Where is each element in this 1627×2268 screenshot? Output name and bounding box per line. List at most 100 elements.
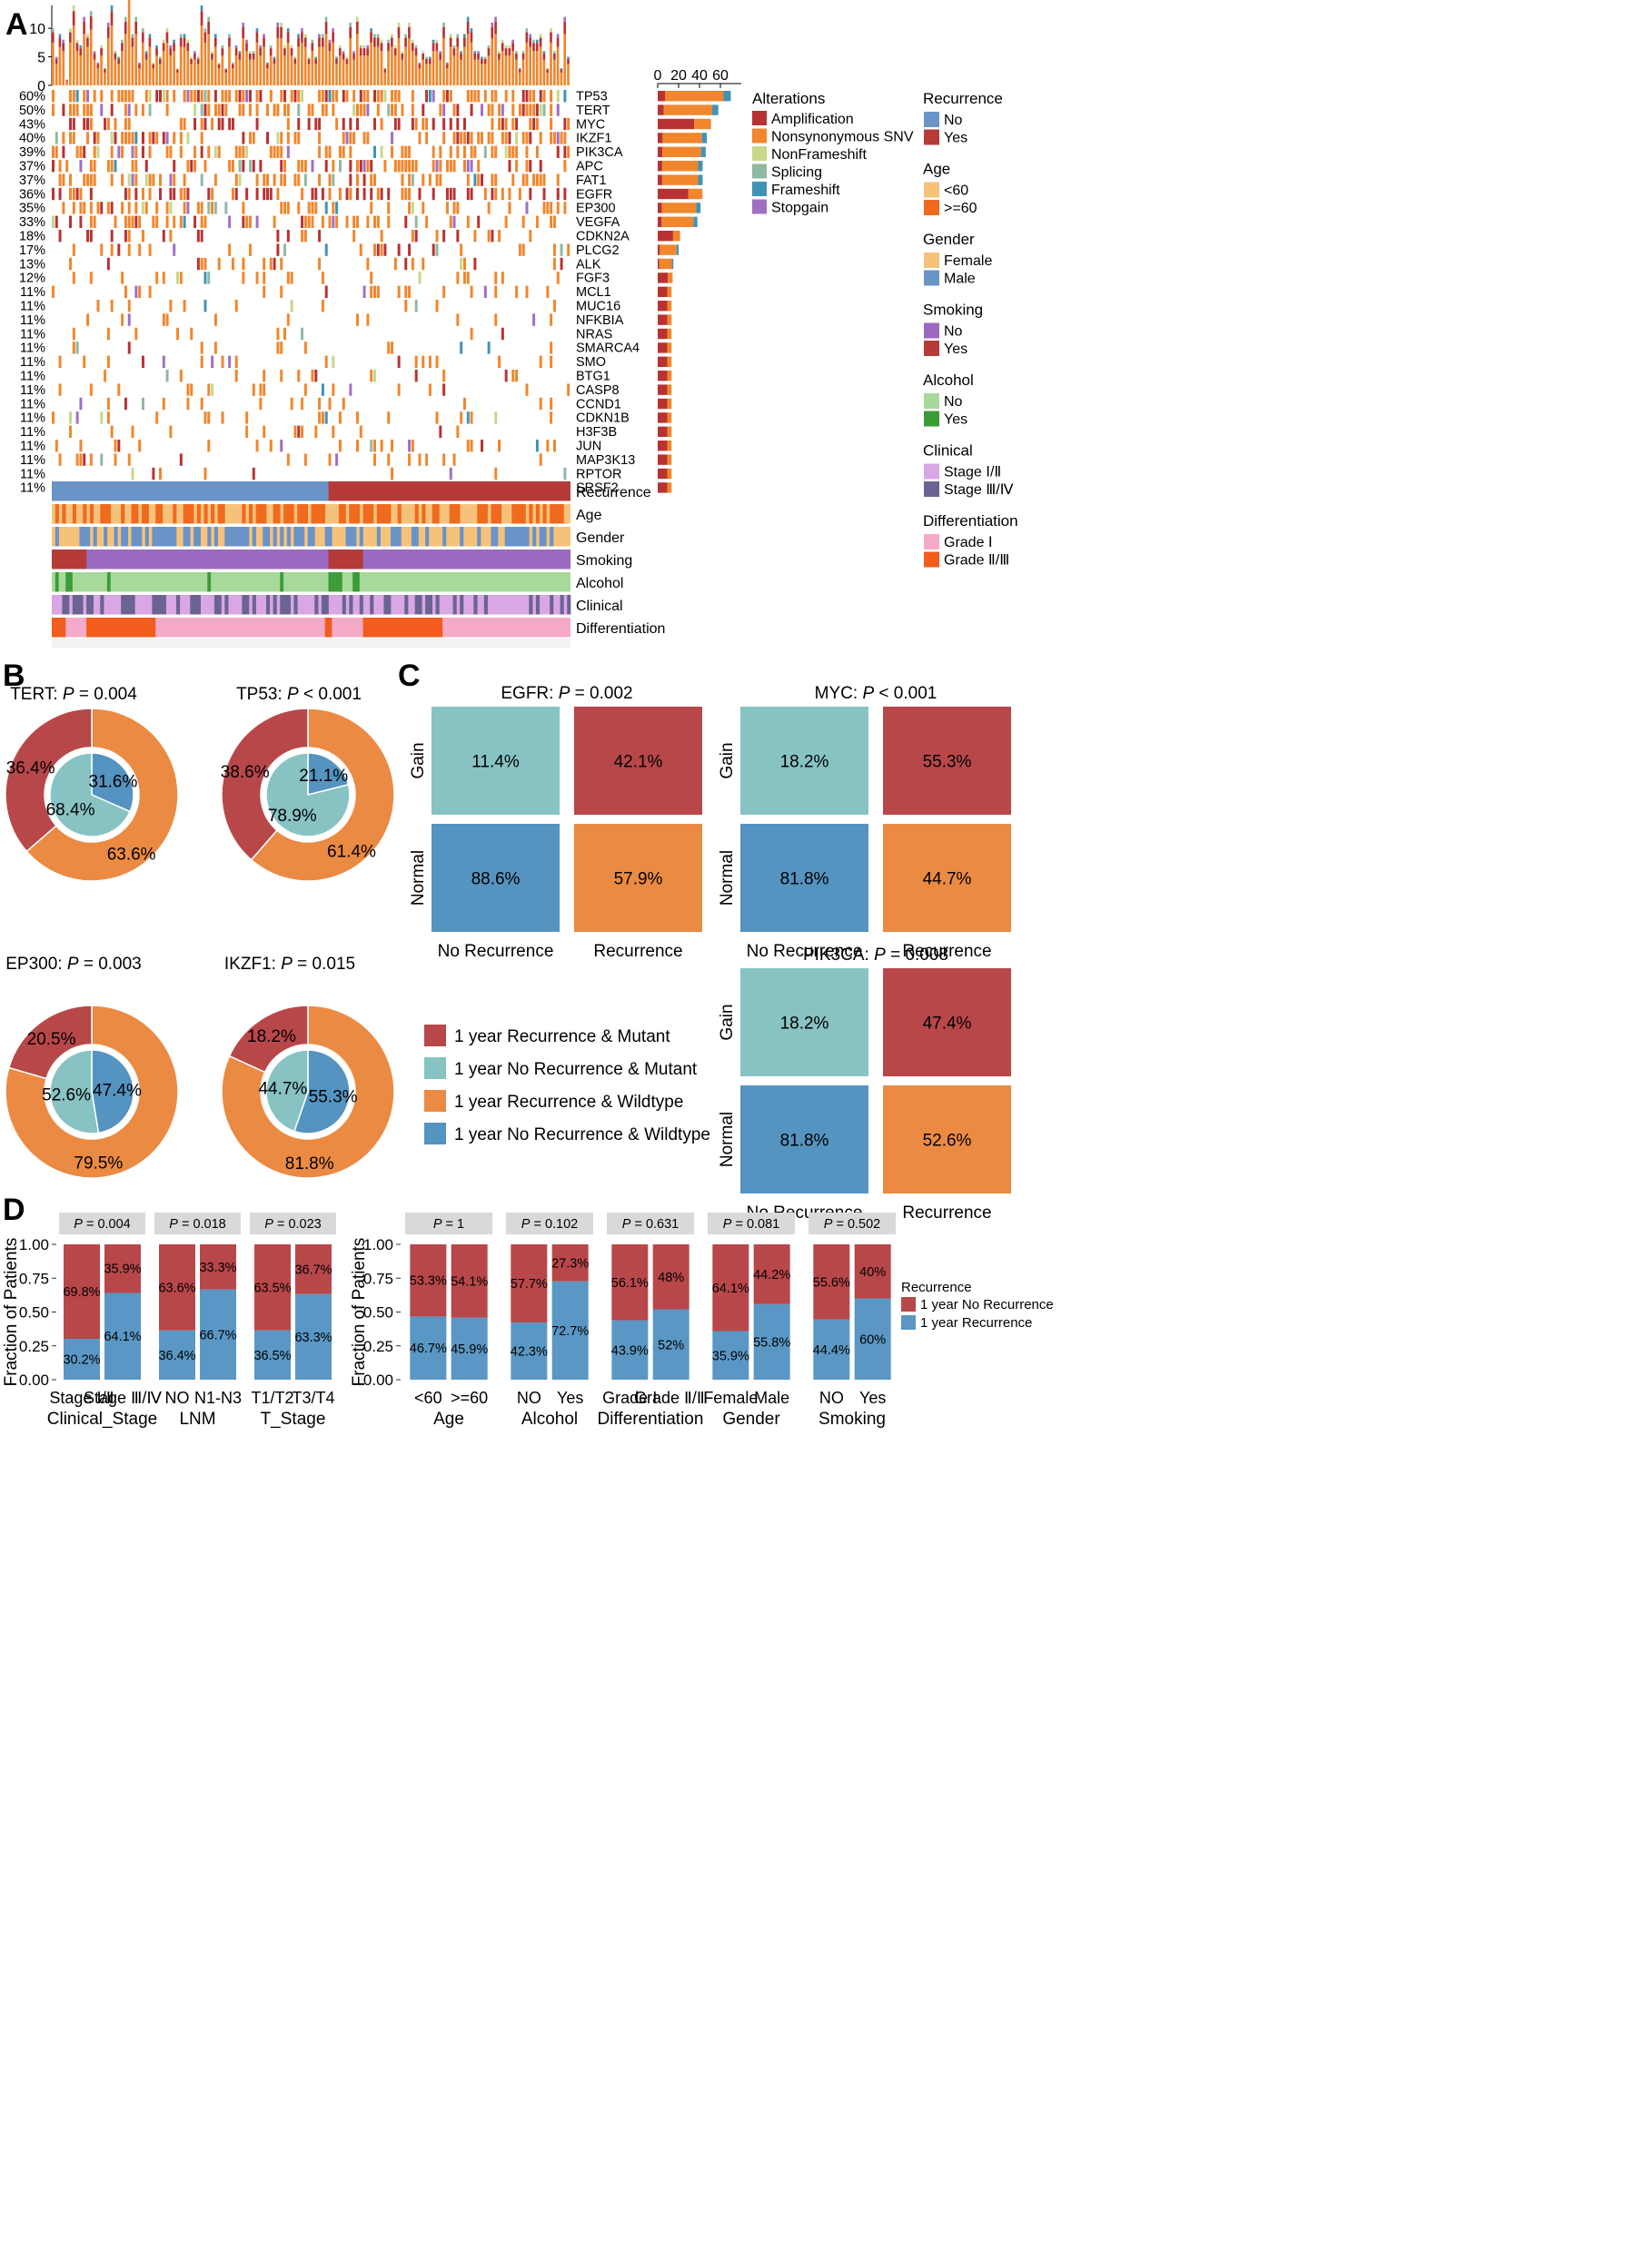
mutation-cell [166, 90, 169, 102]
table-title: PIK3CA: P = 0.008 [803, 946, 948, 965]
mutation-cell [218, 118, 221, 130]
side-bar-amplification [658, 454, 667, 464]
table-cell-value: 47.4% [923, 1015, 972, 1034]
burden-bar-segment [145, 54, 148, 60]
mutation-cell [184, 202, 186, 213]
mutation-cell [152, 132, 154, 144]
mutation-cell [363, 160, 366, 172]
burden-bar-segment [104, 68, 106, 69]
mutation-cell [491, 230, 493, 242]
track-cell [532, 527, 536, 547]
mutation-cell [412, 118, 414, 130]
burden-bar-segment [501, 43, 504, 51]
mutation-cell [370, 160, 372, 172]
track-cell [86, 595, 90, 615]
mutation-cell [529, 188, 531, 200]
track-cell [211, 504, 214, 524]
burden-bar-segment [318, 47, 321, 85]
mutation-cell [90, 118, 93, 130]
track-cell [484, 595, 488, 615]
burden-bar-segment [301, 33, 303, 43]
track-grade-high [86, 618, 155, 638]
side-bar-amplification [658, 259, 660, 269]
gene-frequency: 11% [20, 342, 45, 356]
burden-bar-segment [543, 60, 546, 85]
track-cell [477, 504, 481, 524]
table-cell-value: 55.3% [923, 753, 972, 772]
track-cell [197, 527, 201, 547]
pie-title: TP53: P < 0.001 [236, 685, 362, 704]
mutation-cell [360, 104, 362, 115]
mutation-cell [366, 104, 369, 115]
burden-bar-segment [52, 28, 55, 32]
track-alcohol-yes [332, 572, 335, 592]
mutation-cell [249, 160, 252, 172]
mutation-cell [173, 243, 175, 255]
burden-bar-segment [207, 34, 210, 85]
mutation-cell [276, 188, 279, 200]
mutation-cell [366, 90, 369, 102]
mutation-cell [373, 243, 376, 255]
mutation-cell [128, 243, 131, 255]
mutation-cell [276, 328, 279, 340]
mutation-cell [401, 146, 403, 158]
mutation-cell [373, 286, 376, 298]
burden-bar-segment [363, 55, 366, 85]
track-cell [152, 595, 155, 615]
gene-name: MCL1 [576, 285, 611, 300]
mutation-cell [232, 258, 234, 270]
mutation-cell [232, 160, 234, 172]
mutation-cell [442, 230, 445, 242]
pie-label-outer-wildtype: 63.6% [107, 846, 156, 865]
track-label-gender: Gender [576, 530, 625, 546]
mutation-cell [394, 160, 397, 172]
mutation-cell [166, 313, 169, 325]
mutation-cell [540, 104, 542, 115]
facet-pvalue: P = 0.023 [264, 1217, 321, 1232]
mutation-cell [235, 146, 238, 158]
mutation-cell [543, 104, 546, 115]
mutation-cell [526, 383, 529, 395]
burden-bar-segment [318, 34, 321, 37]
side-bar-other [677, 244, 679, 254]
burden-bar-segment [121, 51, 124, 85]
burden-bar-segment [242, 38, 244, 85]
mutation-cell [207, 146, 210, 158]
table-cell-value: 52.6% [923, 1132, 972, 1151]
track-cell [253, 595, 256, 615]
track-cell [55, 504, 59, 524]
burden-bar-segment [322, 47, 324, 85]
mutation-cell [239, 160, 242, 172]
burden-bar-segment [239, 51, 242, 54]
gene-frequency: 11% [20, 383, 45, 398]
mutation-cell [360, 243, 362, 255]
mutation-cell [456, 313, 459, 325]
side-bar-snv [661, 217, 693, 227]
mutation-cell [329, 216, 332, 228]
burden-bar-segment [155, 48, 158, 55]
burden-bar-segment [308, 59, 311, 64]
burden-bar-segment [297, 47, 300, 85]
track-cell [159, 595, 163, 615]
mutation-cell [540, 90, 542, 102]
pie-legend-swatch [424, 1090, 446, 1112]
mutation-cell [432, 160, 435, 172]
mutation-cell [360, 160, 362, 172]
pie-label-inner-mutant: 78.9% [268, 807, 317, 826]
mutation-cell [134, 188, 137, 200]
burden-bar-segment [453, 48, 456, 55]
burden-bar-segment [322, 34, 324, 37]
burden-bar-segment [473, 60, 476, 85]
mutation-cell [83, 146, 85, 158]
side-bar-snv [662, 161, 699, 171]
mutation-cell [142, 202, 144, 213]
track-cell [543, 527, 547, 547]
burden-bar-segment [366, 55, 369, 85]
track-cell [312, 527, 315, 547]
mutation-cell [460, 132, 462, 144]
mutation-cell [563, 160, 566, 172]
table-pvalue-rest: = 0.008 [886, 946, 948, 965]
mutation-cell [273, 258, 276, 270]
burden-bar-segment [107, 23, 110, 27]
gene-name: FAT1 [576, 173, 607, 188]
